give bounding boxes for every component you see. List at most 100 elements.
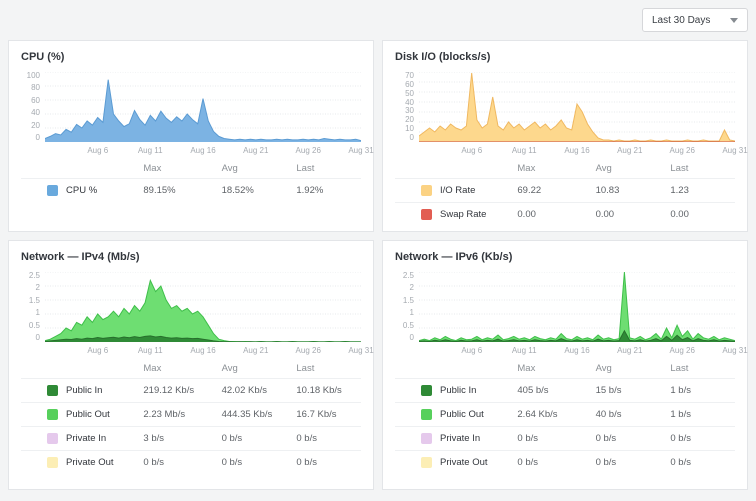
legend-avg: 40 b/s (595, 409, 622, 420)
legend-row-private-in: Private In 3 b/s 0 b/s 0 b/s (21, 426, 361, 450)
legend-max: 219.12 Kb/s (143, 385, 195, 396)
panel-title: Network — IPv6 (Kb/s) (395, 251, 513, 263)
legend-swatch (421, 457, 432, 468)
legend-max: 3 b/s (143, 433, 164, 444)
panel-title: Disk I/O (blocks/s) (395, 51, 491, 63)
legend-swatch (47, 433, 58, 444)
legend-label: Public In (440, 385, 477, 396)
legend: Max Avg Last I/O Rate 69.22 10.83 1.23 (395, 159, 735, 226)
legend-header-last: Last (296, 363, 315, 374)
legend-max: 0.00 (517, 209, 536, 220)
dashboard-grid: CPU (%) 100 80 60 40 20 0 Aug 6 Aug 11 Aug 16 Au… (8, 40, 748, 490)
legend-header-row: Max Avg Last (395, 359, 735, 378)
legend-swatch (47, 385, 58, 396)
legend-swatch (421, 385, 432, 396)
legend-max: 0 b/s (517, 433, 538, 444)
legend-row-private-in: Private In 0 b/s 0 b/s 0 b/s (395, 426, 735, 450)
chart-plot (45, 272, 361, 342)
legend-row-private-out: Private Out 0 b/s 0 b/s 0 b/s (21, 450, 361, 474)
legend-last: 1 b/s (670, 409, 691, 420)
legend-avg: 42.02 Kb/s (221, 385, 267, 396)
panel-disk-io: Disk I/O (blocks/s) 70 60 50 40 30 20 10 0 Aug … (382, 40, 748, 232)
y-axis: 70 60 50 40 30 20 10 0 (405, 71, 414, 142)
chevron-down-icon (730, 17, 738, 23)
legend: Max Avg Last CPU % 89.15% 18.52% 1.92% (21, 159, 361, 202)
legend-label: Private In (440, 433, 481, 444)
legend-row-private-out: Private Out 0 b/s 0 b/s 0 b/s (395, 450, 735, 474)
legend-max: 2.23 Mb/s (143, 409, 186, 420)
legend-label: CPU % (66, 185, 98, 196)
x-axis: Aug 6 Aug 11 Aug 16 Aug 21 Aug 26 Aug 31 (87, 346, 374, 355)
legend-last: 0.00 (670, 209, 689, 220)
legend-label: Public Out (66, 409, 110, 420)
legend-swatch (421, 185, 432, 196)
legend: Max Avg Last Public In 405 b/s 15 b/s 1 … (395, 359, 735, 474)
panel-cpu: CPU (%) 100 80 60 40 20 0 Aug 6 Aug 11 Aug 16 Au… (8, 40, 374, 232)
legend-label: Swap Rate (440, 209, 487, 220)
legend-header-max: Max (517, 163, 536, 174)
legend-max: 0 b/s (517, 457, 538, 468)
plot-area: Aug 6 Aug 11 Aug 16 Aug 21 Aug 26 Aug 31 (45, 72, 374, 156)
legend-avg: 444.35 Kb/s (221, 409, 273, 420)
legend-last: 1.92% (296, 185, 324, 196)
legend-last: 0 b/s (670, 433, 691, 444)
legend-row-public-out: Public Out 2.64 Kb/s 40 b/s 1 b/s (395, 402, 735, 426)
legend-last: 0 b/s (670, 457, 691, 468)
y-axis: 2.5 2 1.5 1 0.5 0 (402, 271, 414, 342)
legend-max: 2.64 Kb/s (517, 409, 558, 420)
legend-avg: 0 b/s (595, 433, 617, 444)
legend-swatch (421, 433, 432, 444)
time-range-value: Last 30 Days (652, 14, 711, 26)
legend-label: Private In (66, 433, 107, 444)
legend-swatch (47, 457, 58, 468)
plot-area: Aug 6 Aug 11 Aug 16 Aug 21 Aug 26 Aug 31 (419, 272, 748, 356)
legend-max: 69.22 (517, 185, 542, 196)
legend-row-io-rate: I/O Rate 69.22 10.83 1.23 (395, 178, 735, 202)
legend-swatch (421, 209, 432, 220)
legend-header-last: Last (670, 163, 689, 174)
legend-max: 89.15% (143, 185, 176, 196)
legend-label: Public In (66, 385, 103, 396)
legend-last: 1.23 (670, 185, 689, 196)
y-axis: 2.5 2 1.5 1 0.5 0 (28, 271, 40, 342)
legend-header-avg: Avg (221, 163, 238, 174)
disk-io-chart: 70 60 50 40 30 20 10 0 Aug 6 Aug 11 Aug 16 Aug 21 A… (395, 71, 748, 156)
legend-avg: 0 b/s (221, 457, 243, 468)
chart-plot (419, 72, 735, 142)
legend-label: Public Out (440, 409, 484, 420)
legend-avg: 0 b/s (595, 457, 617, 468)
legend-header-row: Max Avg Last (21, 159, 361, 178)
legend-avg: 15 b/s (595, 385, 622, 396)
x-axis: Aug 6 Aug 11 Aug 16 Aug 21 Aug 26 Aug 31 (461, 146, 748, 155)
legend-header-avg: Avg (595, 163, 612, 174)
legend-swatch (47, 409, 58, 420)
legend-header-max: Max (517, 363, 536, 374)
legend-header-row: Max Avg Last (395, 159, 735, 178)
legend-last: 0 b/s (296, 457, 317, 468)
plot-area: Aug 6 Aug 11 Aug 16 Aug 21 Aug 26 Aug 31 (419, 72, 748, 156)
legend: Max Avg Last Public In 219.12 Kb/s 42.02… (21, 359, 361, 474)
panel-network-ipv6: Network — IPv6 (Kb/s) 2.5 2 1.5 1 0.5 0 Aug 6… (382, 240, 748, 490)
legend-swatch (421, 409, 432, 420)
legend-row-public-in: Public In 219.12 Kb/s 42.02 Kb/s 10.18 K… (21, 378, 361, 402)
topbar: Last 30 Days (8, 8, 748, 32)
legend-row-public-out: Public Out 2.23 Mb/s 444.35 Kb/s 16.7 Kb… (21, 402, 361, 426)
legend-header-last: Last (670, 363, 689, 374)
legend-avg: 0.00 (595, 209, 615, 220)
legend-last: 1 b/s (670, 385, 691, 396)
legend-avg: 18.52% (221, 185, 254, 196)
plot-area: Aug 6 Aug 11 Aug 16 Aug 21 Aug 26 Aug 31 (45, 272, 374, 356)
legend-last: 10.18 Kb/s (296, 385, 342, 396)
legend-avg: 0 b/s (221, 433, 243, 444)
x-axis: Aug 6 Aug 11 Aug 16 Aug 21 Aug 26 Aug 31 (87, 146, 374, 155)
network-ipv4-chart: 2.5 2 1.5 1 0.5 0 Aug 6 Aug 11 Aug 16 Aug 21 Aug … (21, 271, 374, 356)
legend-header-max: Max (143, 363, 162, 374)
legend-label: I/O Rate (440, 185, 476, 196)
time-range-select[interactable]: Last 30 Days (642, 8, 748, 32)
panel-title: Network — IPv4 (Mb/s) (21, 251, 140, 263)
network-ipv6-chart: 2.5 2 1.5 1 0.5 0 Aug 6 Aug 11 Aug 16 Aug 21 Aug … (395, 271, 748, 356)
legend-label: Private Out (440, 457, 488, 468)
legend-header-last: Last (296, 163, 315, 174)
legend-last: 16.7 Kb/s (296, 409, 337, 420)
